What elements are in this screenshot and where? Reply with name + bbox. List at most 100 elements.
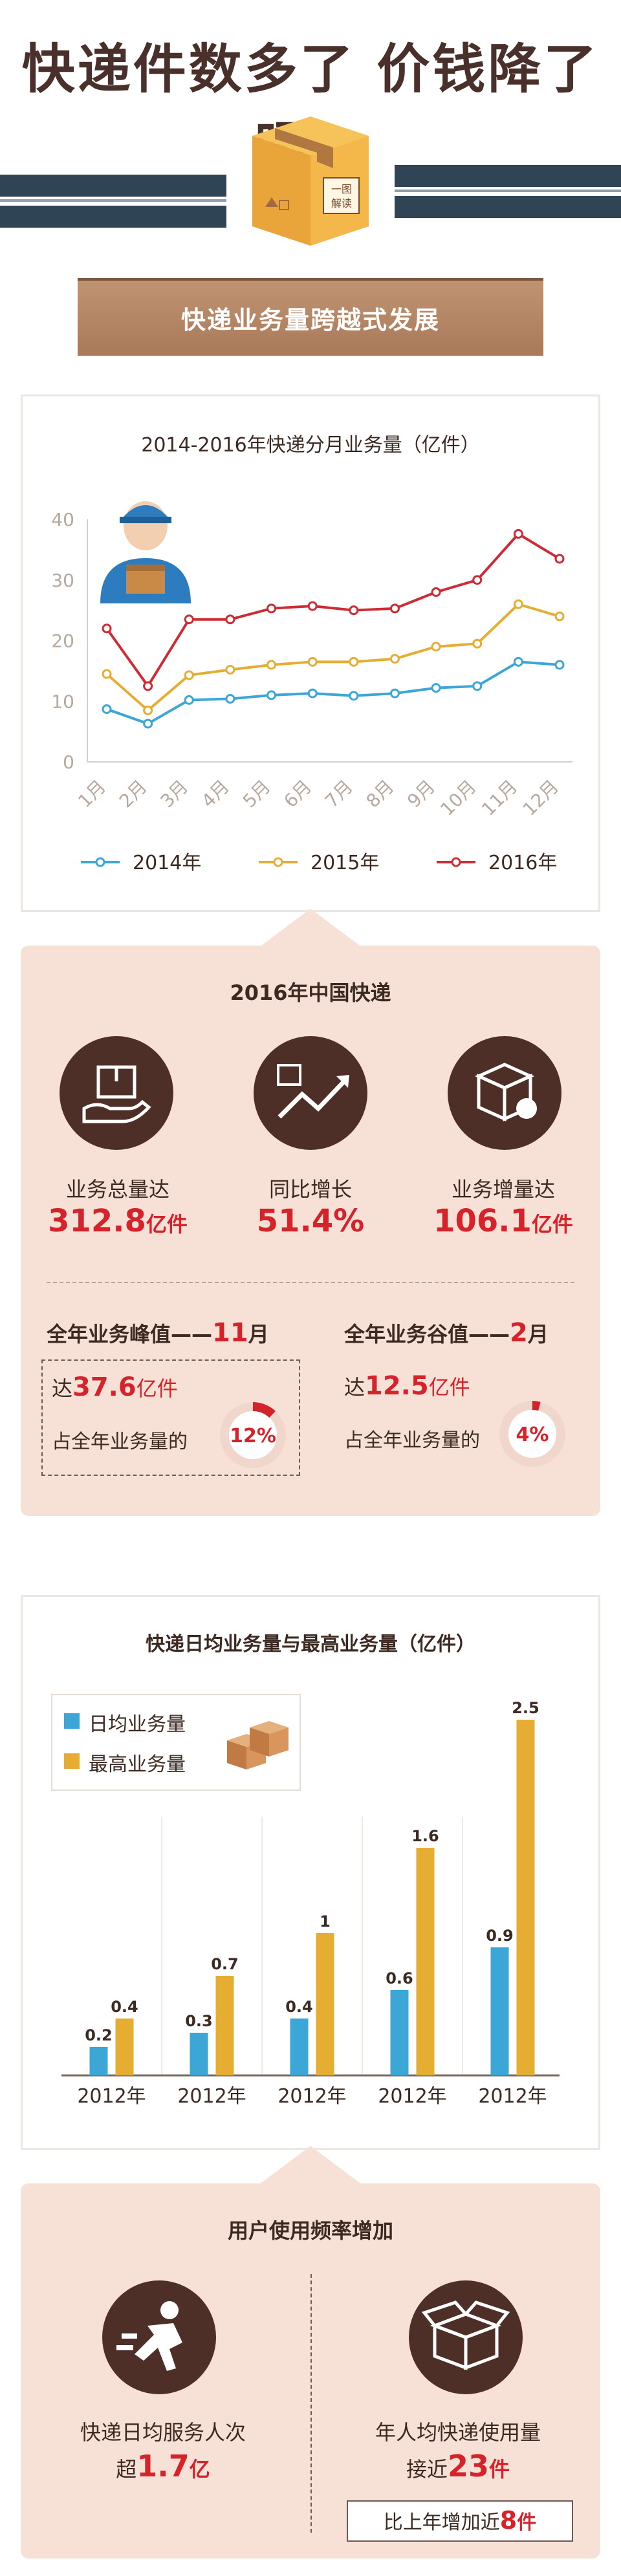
- usage-heading: 用户使用频率增加: [227, 2218, 393, 2243]
- bar-x-label: 2012年: [177, 2085, 246, 2108]
- stat-total-label: 业务总量达: [65, 1177, 169, 1202]
- valley-line2: 占全年业务量的: [344, 1429, 480, 1452]
- y-tick-label: 40: [51, 509, 74, 530]
- x-tick-label: 11月: [477, 776, 521, 820]
- data-point: [267, 660, 277, 670]
- stat-circle-total: [60, 1036, 173, 1150]
- x-tick-label: 6月: [279, 776, 316, 812]
- data-point: [143, 719, 153, 729]
- valley-line1: 达12.5亿件: [344, 1371, 470, 1401]
- stat-increment-value-line: 106.1亿件: [406, 1203, 600, 1239]
- courier-icon: [100, 501, 191, 603]
- stat-increment-value: 106.1: [433, 1203, 532, 1239]
- bar-x-label: 2012年: [278, 2085, 346, 2108]
- x-tick-label: 12月: [519, 776, 563, 820]
- peak-box: 达37.6亿件 占全年业务量的 12%: [41, 1359, 300, 1476]
- bars: 0.2 0.4 0.3 0.7 0.4 1 0.6 1.6 0.9 2.5: [85, 1699, 539, 2075]
- peak-donut: 12%: [220, 1402, 286, 1468]
- data-point: [472, 575, 483, 585]
- data-point: [554, 660, 565, 670]
- running-courier-icon: [116, 2301, 182, 2371]
- x-tick-label: 3月: [156, 776, 192, 812]
- legend-marker: [95, 857, 105, 867]
- header-stripe-left-2: [0, 206, 226, 228]
- box-add-icon: [474, 1063, 537, 1121]
- x-tick-label: 2月: [115, 776, 151, 812]
- data-point: [102, 669, 112, 679]
- bar-chart-separators: [161, 1817, 463, 2075]
- usage-left-prefix: 超: [116, 2457, 137, 2482]
- usage-left-line1: 快递日均服务人次: [80, 2420, 246, 2445]
- bar-value-label: 1: [320, 1912, 331, 1931]
- bar: [115, 2019, 134, 2075]
- x-tick-label: 7月: [321, 776, 357, 812]
- section-banner-text: 快递业务量跨越式发展: [180, 306, 440, 334]
- valley-heading: 全年业务谷值——2月: [344, 1318, 590, 1348]
- trend-up-icon: [277, 1064, 349, 1119]
- bar-value-label: 0.9: [486, 1927, 514, 1945]
- header-stripe-right-light: [395, 189, 621, 192]
- y-tick-label: 0: [63, 752, 74, 773]
- usage-compare-box: 比上年增加近8件: [347, 2500, 573, 2542]
- legend-marker: [273, 857, 283, 867]
- peak-line1-prefix: 达: [52, 1376, 73, 1401]
- peak-line1-value: 37.6: [72, 1372, 136, 1402]
- data-point: [184, 670, 194, 680]
- legend-label: 2015年: [310, 852, 379, 874]
- legend-label-daily: 日均业务量: [89, 1713, 186, 1736]
- bar-value-label: 0.6: [386, 1969, 413, 1987]
- stat-circle-growth: [254, 1036, 367, 1150]
- usage-right-unit: 件: [489, 2457, 510, 2482]
- usage-divider: [310, 2274, 312, 2533]
- x-tick-label: 9月: [403, 776, 439, 812]
- header-stripe-left-light: [0, 199, 226, 202]
- peak-line2: 占全年业务量的: [52, 1431, 188, 1453]
- data-point: [184, 695, 194, 705]
- usage-right-line1: 年人均快递使用量: [375, 2420, 541, 2445]
- svg-text:一图: 一图: [331, 183, 352, 195]
- bar-x-labels: 2012年 2012年 2012年 2012年 2012年: [77, 2085, 547, 2108]
- y-tick-labels: 0 10 20 30 40: [51, 509, 74, 773]
- valley-percent: 4%: [516, 1423, 549, 1446]
- bar-chart-svg: 0.20.40.30.70.410.61.60.92.5 2012年 2012年 2…: [61, 1699, 560, 2108]
- peak-heading: 全年业务峰值——11月: [47, 1318, 318, 1348]
- data-point: [389, 603, 400, 614]
- data-point: [472, 638, 483, 649]
- usage-panel: 用户使用频率增加 快递日均服务人次 超1.7亿 年人均快递使用量 接近23件 比…: [21, 2183, 600, 2559]
- series-line: [105, 532, 561, 689]
- y-tick-label: 20: [51, 631, 74, 652]
- data-point: [431, 587, 441, 597]
- bar: [290, 2019, 309, 2075]
- open-box-icon: [421, 2300, 510, 2370]
- data-point: [225, 694, 235, 704]
- bar-x-label: 2012年: [478, 2085, 547, 2108]
- data-point: [225, 665, 235, 675]
- parcel-box-icon: 一图 解读: [252, 116, 369, 246]
- legend-swatch-peak: [64, 1753, 80, 1769]
- stats-2016-heading: 2016年中国快递: [230, 980, 391, 1005]
- data-point: [307, 688, 318, 698]
- valley-line1-value: 12.5: [365, 1371, 429, 1401]
- header-stripe-right-2: [395, 196, 621, 218]
- bar-value-label: 2.5: [512, 1699, 539, 1717]
- bar-legend: 日均业务量 最高业务量: [51, 1694, 301, 1791]
- panel-pointer: [259, 909, 362, 947]
- data-point: [307, 656, 318, 667]
- x-tick-label: 8月: [362, 776, 398, 812]
- data-point: [267, 690, 277, 700]
- stat-growth-value: 51.4%: [256, 1203, 365, 1239]
- bar: [190, 2033, 208, 2075]
- data-point: [389, 688, 400, 698]
- bar-value-label: 0.3: [185, 2012, 213, 2030]
- usage-panel-pointer: [259, 2146, 362, 2185]
- data-point: [143, 705, 153, 715]
- boxes-stack-icon: [227, 1721, 289, 1770]
- data-point: [143, 681, 153, 691]
- valley-donut-arc: [499, 1401, 565, 1467]
- legend-swatch-daily: [64, 1713, 80, 1729]
- y-tick-label: 30: [51, 570, 74, 591]
- usage-right-line2: 接近23件: [316, 2449, 600, 2484]
- data-point: [554, 554, 565, 564]
- series-line: [106, 660, 560, 726]
- header-stripe-left: [0, 175, 226, 197]
